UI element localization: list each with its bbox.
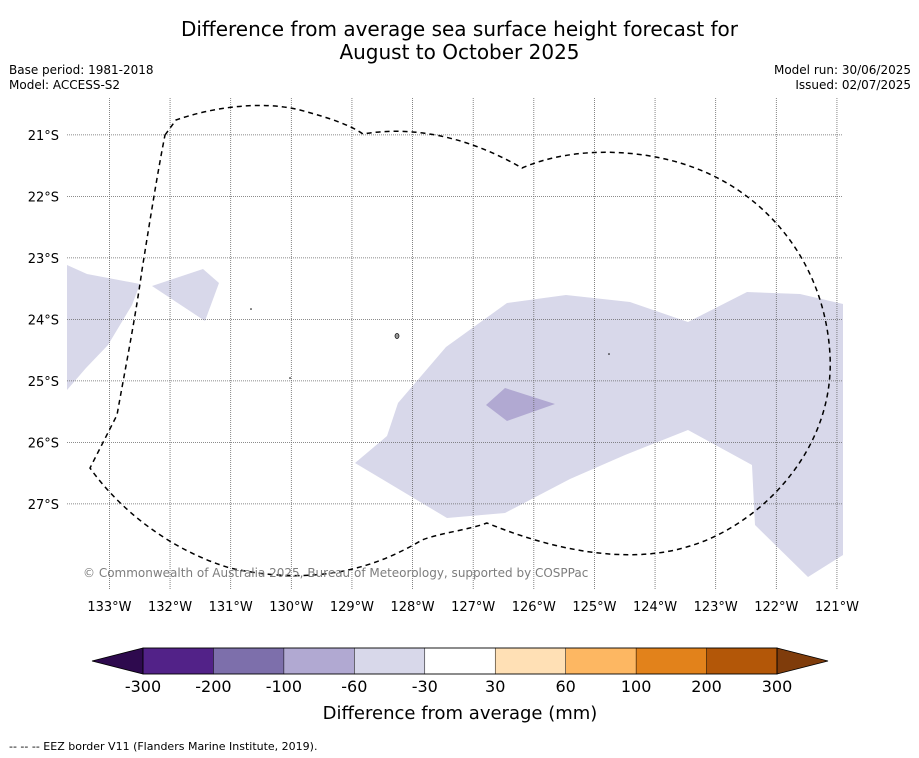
longitude-tick-label: 126°W: [512, 600, 556, 615]
eez-footnote: -- -- -- EEZ border V11 (Flanders Marine…: [9, 740, 318, 753]
longitude-tick-label: 128°W: [390, 600, 434, 615]
colorbar-segment: [213, 647, 285, 675]
latitude-tick-label: 26°S: [28, 436, 59, 451]
copyright-notice: © Commonwealth of Australia 2025, Bureau…: [83, 566, 588, 580]
colorbar-tick-label: -300: [125, 677, 161, 696]
model-run: Model run: 30/06/2025: [773, 63, 911, 77]
map-title: Difference from average sea surface heig…: [0, 18, 919, 64]
latitude-tick-label: 22°S: [28, 190, 59, 205]
longitude-tick-label: 133°W: [87, 600, 131, 615]
longitude-tick-label: 121°W: [815, 600, 859, 615]
colorbar-segment: [565, 647, 637, 675]
colorbar-tick-label: 200: [691, 677, 722, 696]
colorbar-outline: [142, 647, 778, 675]
island: [289, 377, 291, 379]
meta-left: Base period: 1981-2018 Model: ACCESS-S2: [9, 63, 154, 93]
colorbar-segment: [142, 647, 214, 675]
longitude-tick-label: 124°W: [633, 600, 677, 615]
colorbar-tick-labels: -300 -200 -100 -60 -30 30 60 100 200 300: [125, 677, 792, 696]
longitude-tick-label: 131°W: [209, 600, 253, 615]
longitude-tick-labels: 133°W 132°W 131°W 130°W 129°W 128°W 127°W 126°W…: [87, 600, 859, 615]
anomaly-band-mid: [486, 388, 555, 421]
model-name: Model: ACCESS-S2: [9, 78, 121, 92]
longitude-tick-label: 129°W: [330, 600, 374, 615]
longitude-tick-label: 130°W: [269, 600, 313, 615]
colorbar-tick-label: 30: [485, 677, 505, 696]
island: [608, 353, 610, 355]
colorbar-tick-label: 300: [762, 677, 793, 696]
longitude-tick-label: 125°W: [572, 600, 616, 615]
issued-date: Issued: 02/07/2025: [795, 78, 911, 92]
colorbar-over-extension: [776, 647, 829, 675]
colorbar-tick-label: 60: [555, 677, 575, 696]
colorbar-tick-label: -100: [266, 677, 302, 696]
latitude-tick-label: 24°S: [28, 313, 59, 328]
island: [250, 308, 252, 310]
colorbar: -300 -200 -100 -60 -30 30 60 100 200 300 Differen…: [91, 647, 829, 724]
colorbar-tick-label: -60: [341, 677, 367, 696]
colorbar-tick-label: -200: [195, 677, 231, 696]
latitude-tick-label: 27°S: [28, 498, 59, 513]
eez-border: [89, 104, 831, 577]
colorbar-under-extension: [91, 647, 144, 675]
map-title-line-2: August to October 2025: [339, 40, 580, 64]
map-title-line-1: Difference from average sea surface heig…: [180, 17, 739, 41]
colorbar-title: Difference from average (mm): [323, 703, 598, 724]
meta-right: Model run: 30/06/2025 Issued: 02/07/2025: [774, 63, 911, 93]
longitude-tick-label: 122°W: [754, 600, 798, 615]
colorbar-segment: [283, 647, 355, 675]
anomaly-band-light-main: [355, 292, 843, 577]
longitude-tick-label: 132°W: [148, 600, 192, 615]
latitude-tick-label: 25°S: [28, 375, 59, 390]
colorbar-segment: [706, 647, 778, 675]
colorbar-segment: [424, 647, 496, 675]
colorbar-segment: [494, 647, 567, 675]
anomaly-band-light-west: [67, 265, 140, 390]
island: [394, 333, 400, 339]
anomaly-band-light-small: [152, 269, 219, 321]
latitude-tick-labels: 21°S 22°S 23°S 24°S 25°S 26°S 27°S: [28, 129, 59, 513]
colorbar-tick-label: 100: [621, 677, 652, 696]
latitude-tick-label: 21°S: [28, 129, 59, 144]
colorbar-segment: [635, 647, 708, 675]
longitude-tick-label: 127°W: [451, 600, 495, 615]
contour-fills: [67, 265, 843, 577]
base-period: Base period: 1981-2018: [9, 63, 154, 77]
islands: [250, 308, 610, 379]
map-gridlines: [67, 98, 843, 590]
colorbar-segment: [354, 647, 426, 675]
longitude-tick-label: 123°W: [694, 600, 738, 615]
colorbar-tick-label: -30: [412, 677, 438, 696]
latitude-tick-label: 23°S: [28, 252, 59, 267]
colorbar-segments: [142, 647, 778, 675]
